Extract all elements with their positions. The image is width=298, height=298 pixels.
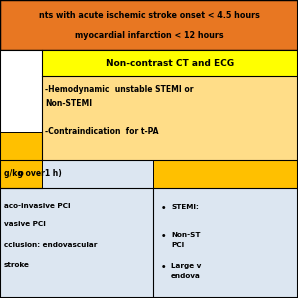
Text: STEMI:: STEMI:: [171, 204, 199, 210]
Text: vasive PCI: vasive PCI: [4, 221, 46, 227]
Text: •: •: [161, 232, 167, 241]
Bar: [0, 160, 42, 188]
Text: Non-contrast CT and ECG: Non-contrast CT and ECG: [106, 58, 234, 68]
Text: •: •: [161, 204, 167, 213]
Text: g/kg over1 h): g/kg over1 h): [4, 170, 62, 179]
Text: -Hemodynamic  unstable STEMI or: -Hemodynamic unstable STEMI or: [45, 86, 193, 94]
Text: stroke: stroke: [4, 262, 30, 268]
Bar: [0, 132, 42, 188]
Bar: [0, 50, 42, 160]
Text: o: o: [18, 170, 24, 179]
Text: endova: endova: [171, 273, 201, 279]
Bar: [0, 160, 153, 188]
Bar: [0, 188, 153, 298]
Text: cclusion: endovascular: cclusion: endovascular: [4, 242, 97, 248]
Text: -Contraindication  for t-PA: -Contraindication for t-PA: [45, 126, 159, 136]
Bar: [0, 0, 298, 50]
Text: •: •: [161, 263, 167, 272]
Text: myocardial infarction < 12 hours: myocardial infarction < 12 hours: [75, 32, 223, 41]
Bar: [42, 76, 298, 160]
Text: nts with acute ischemic stroke onset < 4.5 hours: nts with acute ischemic stroke onset < 4…: [38, 12, 260, 21]
Bar: [153, 160, 298, 188]
Text: Large v: Large v: [171, 263, 201, 269]
Bar: [42, 50, 298, 76]
Bar: [153, 188, 298, 298]
Text: PCI: PCI: [171, 242, 184, 248]
Text: Non-ST: Non-ST: [171, 232, 201, 238]
Text: Non-STEMI: Non-STEMI: [45, 99, 92, 108]
Text: aco-invasive PCI: aco-invasive PCI: [4, 203, 71, 209]
